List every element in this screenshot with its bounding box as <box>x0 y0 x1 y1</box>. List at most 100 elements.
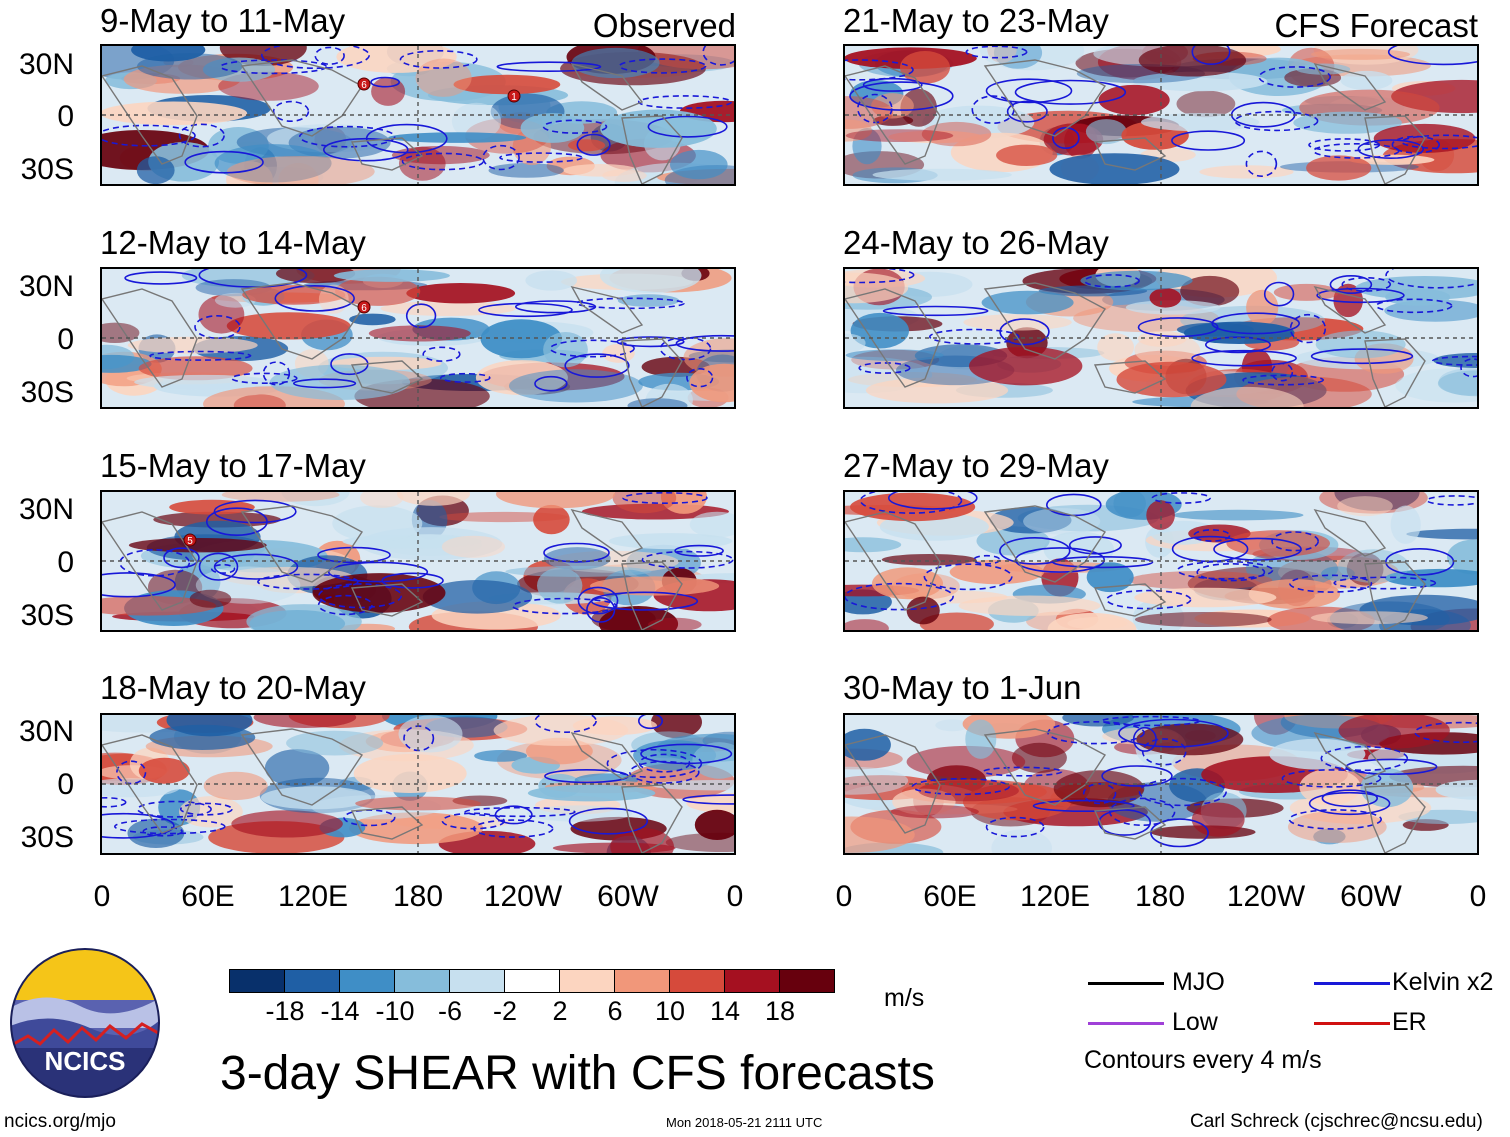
lat-label: 0 <box>57 546 74 579</box>
shear-anomaly-blob <box>845 119 873 142</box>
kelvin-contour <box>543 542 610 563</box>
kelvin-contour <box>1414 721 1477 743</box>
kelvin-contour <box>401 152 484 171</box>
kelvin-contour <box>564 353 630 378</box>
colorbar-segment <box>285 970 340 992</box>
observed-label: Observed <box>592 7 736 44</box>
kelvin-contour <box>231 372 298 385</box>
shear-map-panel: 6 <box>100 267 736 409</box>
lat-label: 30N <box>18 493 74 526</box>
shear-anomaly-blob <box>958 595 1101 616</box>
colorbar-tick: -14 <box>320 996 360 1026</box>
storm-marker: 1 <box>507 89 521 103</box>
kelvin-contour <box>102 572 176 598</box>
shear-map-panel <box>843 267 1479 409</box>
kelvin-contour <box>194 314 241 339</box>
colorbar <box>229 969 835 993</box>
kelvin-contour <box>198 552 239 581</box>
colorbar-tick: 10 <box>654 996 686 1026</box>
kelvin-contour <box>102 124 196 147</box>
coastline <box>621 338 683 407</box>
kelvin-contour <box>682 794 734 805</box>
lon-label: 120E <box>1019 880 1091 913</box>
shear-anomaly-blob <box>1390 505 1421 544</box>
shear-anomaly-blob <box>441 535 505 558</box>
kelvin-contour <box>858 362 911 374</box>
kelvin-contour <box>274 284 355 312</box>
shear-anomaly-blob <box>1085 119 1127 145</box>
lon-label: 60E <box>181 880 235 913</box>
storm-marker-label: 5 <box>187 536 193 547</box>
shear-anomaly-blob <box>665 832 734 852</box>
kelvin-contour <box>1032 799 1135 812</box>
figure-title: 3-day SHEAR with CFS forecasts <box>220 1047 935 1100</box>
kelvin-contour <box>640 743 733 765</box>
storm-marker-label: 6 <box>361 303 367 314</box>
kelvin-contour <box>638 715 663 730</box>
shear-anomaly-blob <box>850 492 976 522</box>
coastline <box>1364 338 1426 407</box>
logo-text: NCICS <box>45 1046 126 1076</box>
shear-anomaly-blob <box>1273 283 1339 301</box>
coastline <box>102 288 198 388</box>
shear-anomaly-blob <box>969 346 1083 386</box>
kelvin-contour <box>845 582 954 611</box>
kelvin-contour <box>1052 127 1080 150</box>
shear-anomaly-blob <box>1011 742 1067 773</box>
shear-anomaly-blob <box>406 283 516 304</box>
kelvin-contour <box>845 269 915 284</box>
legend-swatch-low <box>1088 1022 1164 1025</box>
colorbar-tick: -10 <box>375 996 415 1026</box>
shear-anomaly-blob <box>453 74 561 95</box>
shear-anomaly-blob <box>134 374 275 390</box>
kelvin-contour <box>1137 317 1219 338</box>
kelvin-contour <box>1191 46 1231 65</box>
colorbar-tick: -6 <box>437 996 462 1026</box>
kelvin-contour <box>1213 537 1302 561</box>
shear-anomaly-blob <box>918 780 1019 802</box>
storm-marker-label: 6 <box>361 80 367 91</box>
shear-anomaly-blob <box>526 805 633 822</box>
kelvin-contour <box>178 123 225 148</box>
shear-anomaly-blob <box>520 113 585 143</box>
colorbar-segment <box>725 970 780 992</box>
kelvin-contour <box>985 78 1073 104</box>
lat-label: 0 <box>57 100 74 133</box>
lon-label: 120E <box>277 880 349 913</box>
kelvin-contour <box>862 77 923 92</box>
lon-label: 60W <box>1340 880 1402 913</box>
kelvin-contour <box>1101 765 1173 787</box>
shear-anomaly-blob <box>850 312 909 349</box>
kelvin-contour <box>534 375 568 392</box>
shear-map-panel <box>843 713 1479 855</box>
shear-anomaly-blob <box>921 121 992 147</box>
legend-label-low: Low <box>1172 1008 1218 1036</box>
shear-anomaly-blob <box>451 102 502 140</box>
kelvin-contour <box>1321 789 1378 808</box>
kelvin-contour <box>370 76 401 88</box>
coastline <box>845 734 941 834</box>
shear-anomaly-blob <box>1246 289 1279 326</box>
shear-anomaly-blob <box>1172 509 1304 521</box>
kelvin-contour <box>1289 574 1373 593</box>
lon-label: 120W <box>1226 880 1306 913</box>
storm-marker-label: 1 <box>511 92 517 103</box>
shear-anomaly-blob <box>488 163 564 178</box>
coastline <box>350 360 424 394</box>
shear-anomaly-blob <box>1310 611 1428 625</box>
panel-title: 18-May to 20-May <box>100 669 366 706</box>
shear-map <box>845 269 1477 407</box>
kelvin-contour <box>102 812 175 839</box>
shear-anomaly-blob <box>543 547 611 570</box>
coastline <box>1364 561 1426 630</box>
shear-anomaly-blob <box>415 58 472 97</box>
shear-anomaly-blob <box>246 604 362 630</box>
coastline <box>983 505 1107 583</box>
shear-anomaly-blob <box>137 53 243 80</box>
coastline <box>1093 360 1167 394</box>
shear-anomaly-blob <box>845 537 902 553</box>
shear-anomaly-blob <box>496 492 616 509</box>
kelvin-contour <box>923 563 1013 591</box>
units-label: m/s <box>884 984 925 1012</box>
shear-anomaly-blob <box>888 130 983 144</box>
